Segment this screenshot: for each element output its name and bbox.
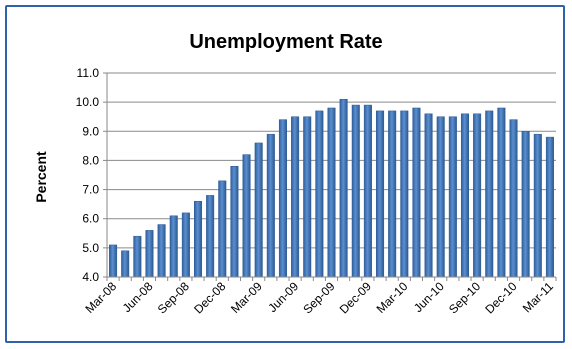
bar-Jul-08 bbox=[157, 224, 166, 278]
y-tick-label: 9.0 bbox=[82, 124, 99, 138]
x-tick-label: Dec-10 bbox=[482, 279, 519, 316]
bar-Mar-11 bbox=[545, 136, 554, 278]
bar-Feb-09 bbox=[242, 154, 251, 278]
bar-Dec-09 bbox=[363, 104, 372, 278]
bars bbox=[109, 98, 554, 278]
y-tick-label: 7.0 bbox=[82, 183, 99, 197]
y-tick-label: 11.0 bbox=[77, 66, 100, 80]
bar-Jul-10 bbox=[448, 116, 457, 278]
x-tick-label: Jun-09 bbox=[265, 279, 301, 315]
x-axis-ticks: Mar-08 Jun-08 Sep-08 Dec-08 Mar-09 Jun-09 Sep-… bbox=[82, 277, 557, 316]
bar-Aug-10 bbox=[460, 113, 469, 278]
bar-Jul-09 bbox=[303, 116, 312, 278]
bar-Apr-10 bbox=[412, 107, 421, 278]
bar-Mar-10 bbox=[400, 110, 409, 278]
bar-Jun-10 bbox=[436, 116, 445, 278]
y-tick-label: 10.0 bbox=[76, 95, 100, 109]
bar-Feb-10 bbox=[388, 110, 397, 278]
bar-Jan-11 bbox=[521, 131, 530, 278]
bar-Apr-09 bbox=[266, 133, 275, 278]
x-tick-label: Sep-09 bbox=[300, 279, 337, 316]
bar-May-09 bbox=[278, 119, 287, 278]
bar-Apr-08 bbox=[121, 250, 130, 278]
bar-Oct-10 bbox=[485, 110, 494, 278]
y-tick-label: 6.0 bbox=[82, 212, 99, 226]
x-tick-label: Sep-08 bbox=[155, 279, 192, 316]
y-tick-label: 4.0 bbox=[82, 270, 99, 284]
y-tick-label: 8.0 bbox=[82, 153, 99, 167]
x-tick-label: Dec-08 bbox=[191, 279, 228, 316]
x-tick-label: Jun-08 bbox=[120, 279, 156, 315]
bar-Oct-09 bbox=[339, 98, 348, 278]
bar-Mar-09 bbox=[254, 142, 263, 278]
bar-Nov-08 bbox=[206, 195, 215, 278]
bar-Sep-10 bbox=[473, 113, 482, 278]
x-tick-label: Mar-10 bbox=[374, 279, 411, 316]
bar-Aug-09 bbox=[315, 110, 324, 278]
bar-Dec-10 bbox=[509, 119, 518, 278]
y-axis-label: Percent bbox=[33, 151, 49, 203]
bar-Feb-11 bbox=[533, 133, 542, 278]
bar-Jan-10 bbox=[376, 110, 385, 278]
y-tick-label: 5.0 bbox=[82, 241, 99, 255]
bar-Nov-10 bbox=[497, 107, 506, 278]
bar-Jun-08 bbox=[145, 230, 154, 278]
bar-Jan-09 bbox=[230, 166, 239, 278]
x-tick-label: Mar-09 bbox=[228, 279, 265, 316]
bar-Nov-09 bbox=[351, 104, 360, 278]
bar-May-10 bbox=[424, 113, 433, 278]
bar-Dec-08 bbox=[218, 180, 227, 278]
bar-Sep-09 bbox=[327, 107, 336, 278]
bar-Aug-08 bbox=[169, 215, 178, 278]
bar-Jun-09 bbox=[291, 116, 300, 278]
x-tick-label: Dec-09 bbox=[337, 279, 374, 316]
bar-Sep-08 bbox=[181, 212, 190, 278]
x-tick-label: Sep-10 bbox=[446, 279, 483, 316]
bar-Mar-08 bbox=[109, 244, 118, 278]
x-tick-label: Jun-10 bbox=[411, 279, 447, 315]
y-axis-ticks: 4.0 5.0 6.0 7.0 8.0 9.0 10.0 11.0 bbox=[76, 66, 107, 284]
chart-title: Unemployment Rate bbox=[189, 31, 382, 53]
bar-Oct-08 bbox=[194, 200, 203, 278]
x-tick-label: Mar-11 bbox=[520, 279, 556, 315]
x-tick-label: Mar-08 bbox=[82, 279, 119, 316]
bar-May-08 bbox=[133, 235, 142, 278]
